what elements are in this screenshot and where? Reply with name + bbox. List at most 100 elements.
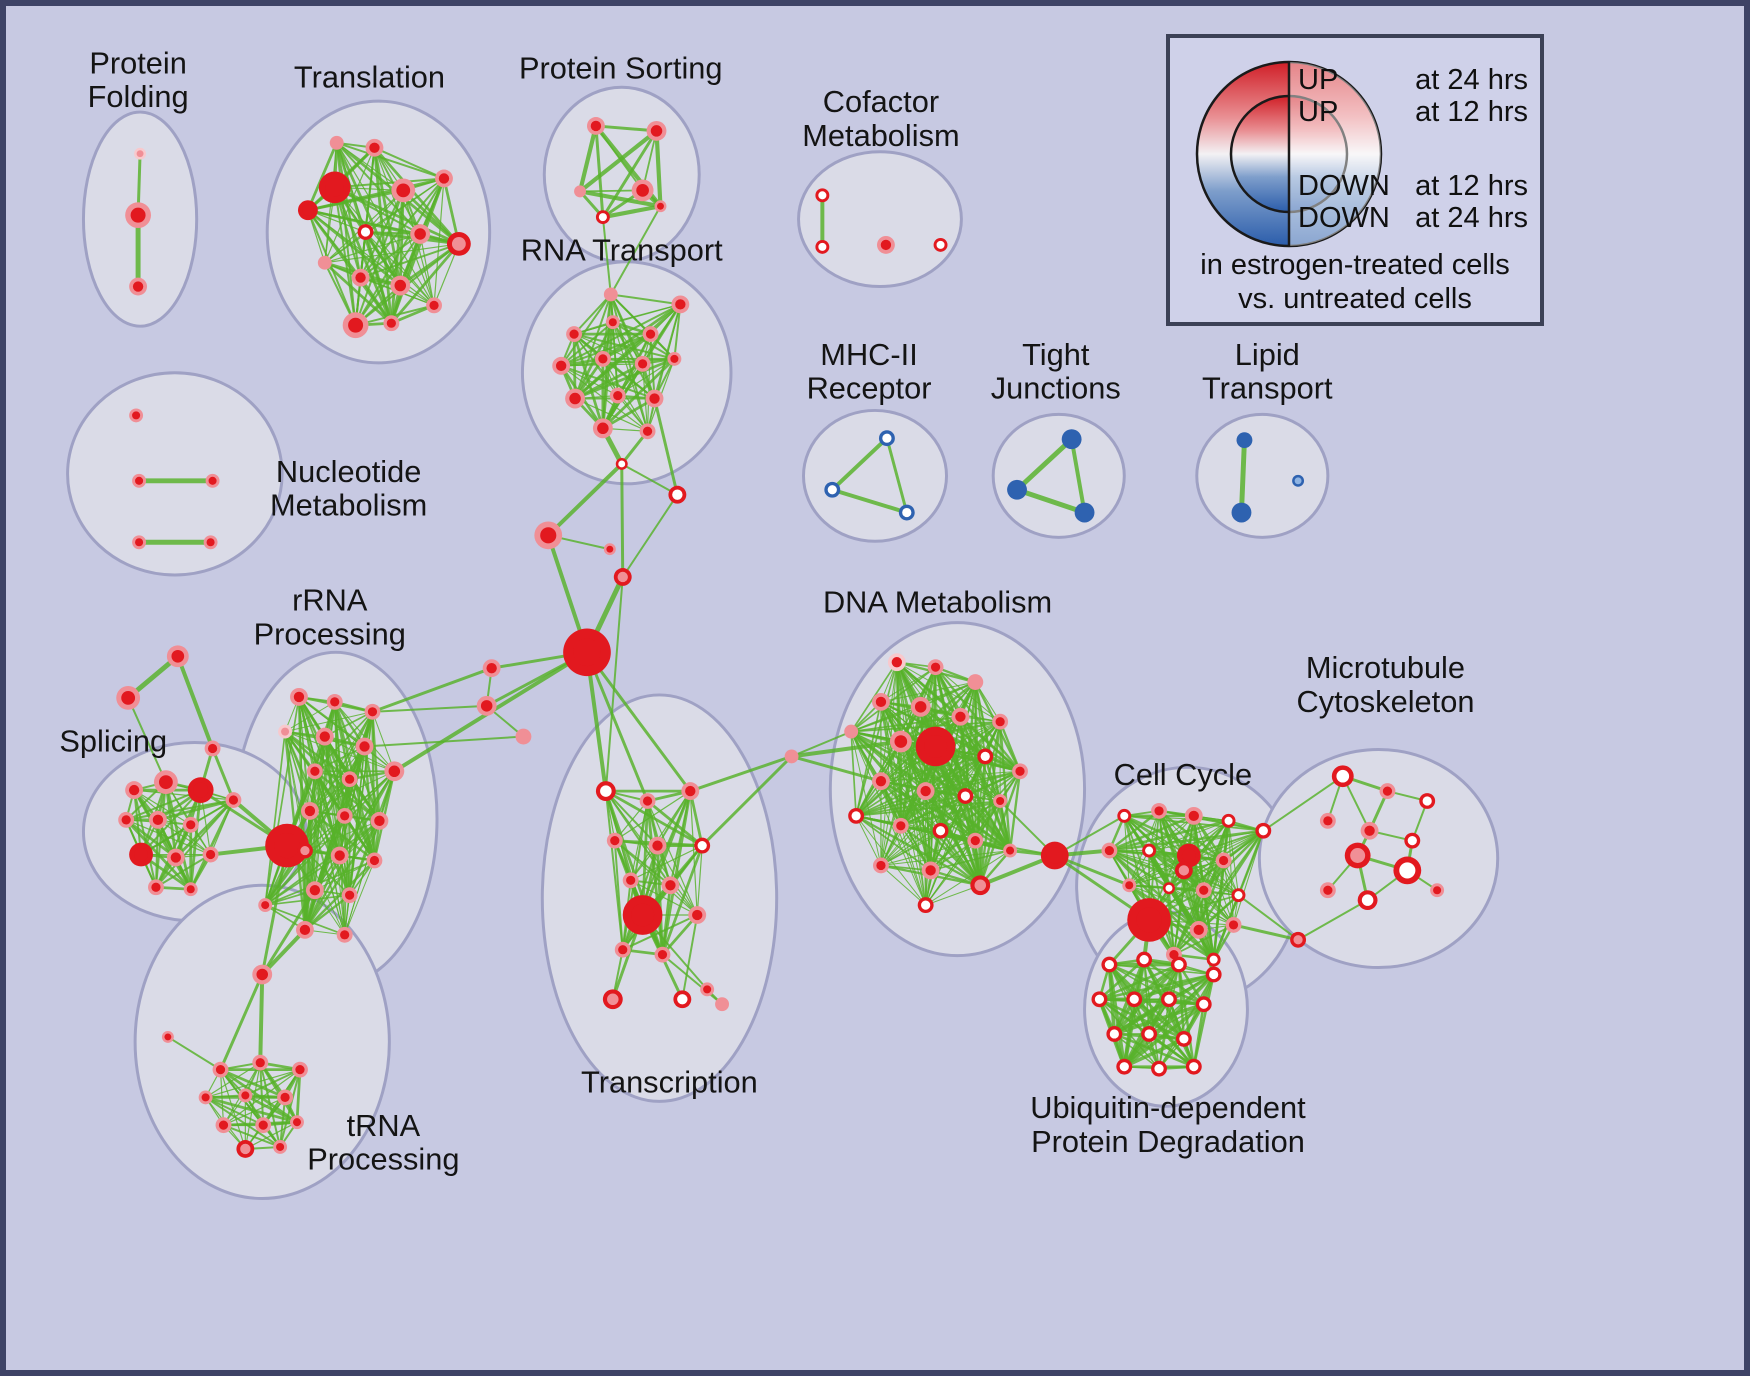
node-core-tc8 bbox=[665, 880, 676, 891]
cluster-label-translation: Translation bbox=[294, 59, 445, 94]
node-core-ub5 bbox=[1094, 994, 1105, 1004]
network-edge bbox=[205, 1062, 261, 1098]
network-edge bbox=[855, 790, 927, 817]
network-edge bbox=[653, 397, 679, 497]
node-core-ps5 bbox=[598, 213, 607, 222]
node-core-tc6 bbox=[697, 841, 707, 851]
network-edge bbox=[600, 204, 663, 220]
node-core-t2 bbox=[369, 142, 380, 153]
node-core-tc11 bbox=[618, 945, 628, 955]
network-edge bbox=[879, 780, 1012, 852]
node-core-nm4 bbox=[135, 538, 144, 547]
network-edge bbox=[790, 730, 853, 758]
network-edge bbox=[899, 824, 982, 887]
network-edge bbox=[1108, 819, 1230, 852]
network-edge bbox=[573, 357, 676, 400]
network-edge bbox=[314, 889, 346, 936]
cluster-label-cell-cycle: Cell Cycle bbox=[1114, 757, 1253, 792]
node-core-mc2 bbox=[1382, 786, 1393, 796]
node-core-dm1 bbox=[891, 657, 903, 668]
network-edge bbox=[688, 789, 704, 848]
network-edge bbox=[688, 754, 794, 793]
cluster-label-cofactor-metabolism: Cofactor Metabolism bbox=[802, 84, 959, 153]
network-edge bbox=[364, 230, 402, 287]
network-edge bbox=[609, 293, 676, 360]
network-edge bbox=[324, 243, 460, 264]
node-core-sp7 bbox=[186, 820, 196, 830]
network-edge bbox=[673, 303, 682, 360]
network-edge bbox=[614, 790, 691, 842]
legend-time: at 24 hrs bbox=[1415, 64, 1528, 96]
node-core-t9 bbox=[451, 237, 466, 251]
network-edge bbox=[620, 462, 625, 579]
network-edge bbox=[546, 461, 624, 538]
node-core-mid1 bbox=[618, 460, 626, 468]
node-core-ub6 bbox=[1129, 994, 1139, 1004]
legend-caption-line1: in estrogen-treated cells bbox=[1200, 249, 1510, 281]
network-edge bbox=[1098, 958, 1146, 1001]
network-edge bbox=[1237, 894, 1300, 941]
node-core-t5 bbox=[438, 173, 450, 184]
node-core-cc9 bbox=[1218, 855, 1229, 866]
node-core-cc12 bbox=[1199, 885, 1209, 895]
node-core-pf3 bbox=[132, 281, 144, 292]
node-core-ps6 bbox=[657, 202, 664, 210]
network-edge bbox=[601, 302, 682, 361]
network-edge bbox=[354, 233, 422, 327]
network-edge bbox=[585, 650, 650, 803]
node-core-tn6 bbox=[241, 1091, 250, 1100]
node-core-sp6 bbox=[152, 814, 164, 826]
node-core-mc6 bbox=[1407, 836, 1417, 846]
node-core-rt3 bbox=[645, 329, 656, 339]
network-edge bbox=[885, 436, 909, 515]
network-edge bbox=[1183, 869, 1235, 926]
node-core-t15 bbox=[386, 318, 396, 328]
node-core-tn8 bbox=[218, 1120, 229, 1130]
network-edge bbox=[295, 1068, 302, 1124]
network-edge bbox=[880, 830, 942, 866]
network-edge bbox=[612, 303, 681, 323]
network-edge bbox=[601, 129, 658, 219]
node-core-pf2 bbox=[130, 207, 146, 223]
network-edge bbox=[939, 829, 982, 887]
node-core-tj3 bbox=[1078, 506, 1091, 519]
network-edge bbox=[925, 800, 1001, 906]
node-core-mc3 bbox=[1422, 796, 1432, 806]
network-edge bbox=[560, 293, 612, 367]
node-core-rr12 bbox=[374, 815, 385, 827]
legend-time: at 12 hrs bbox=[1415, 170, 1528, 202]
network-edge bbox=[850, 715, 962, 733]
network-edge bbox=[1098, 963, 1181, 1001]
network-edge bbox=[696, 845, 703, 916]
node-core-ub2 bbox=[1139, 955, 1149, 965]
node-core-rr7 bbox=[388, 765, 401, 778]
network-edge bbox=[307, 209, 435, 306]
network-edge bbox=[125, 789, 202, 821]
network-edge bbox=[1297, 899, 1369, 941]
node-core-ps2 bbox=[650, 125, 663, 137]
legend-direction: UP bbox=[1298, 96, 1339, 128]
cluster-label-protein-folding: Protein Folding bbox=[88, 45, 189, 114]
network-edge bbox=[609, 293, 619, 397]
network-edge bbox=[1232, 923, 1300, 942]
node-core-cf2 bbox=[818, 242, 827, 251]
node-core-pf1 bbox=[136, 150, 144, 158]
network-edge bbox=[260, 888, 317, 976]
node-core-rr13 bbox=[300, 845, 310, 856]
node-core-mc10 bbox=[1361, 894, 1374, 906]
network-edge bbox=[371, 704, 488, 713]
network-edge bbox=[211, 746, 235, 802]
node-core-tg3 bbox=[207, 743, 218, 754]
network-edge bbox=[925, 840, 976, 906]
network-edge bbox=[613, 839, 624, 951]
network-edge bbox=[1192, 1002, 1206, 1068]
network-edge bbox=[689, 790, 698, 916]
node-core-mc1 bbox=[1336, 769, 1350, 783]
network-edge bbox=[222, 1124, 282, 1148]
node-core-bt1 bbox=[787, 752, 796, 761]
node-core-mid5 bbox=[617, 571, 628, 583]
node-core-rr20 bbox=[261, 901, 270, 910]
network-edge bbox=[899, 799, 1002, 827]
cluster-label-rrna-processing: rRNA Processing bbox=[254, 583, 406, 652]
